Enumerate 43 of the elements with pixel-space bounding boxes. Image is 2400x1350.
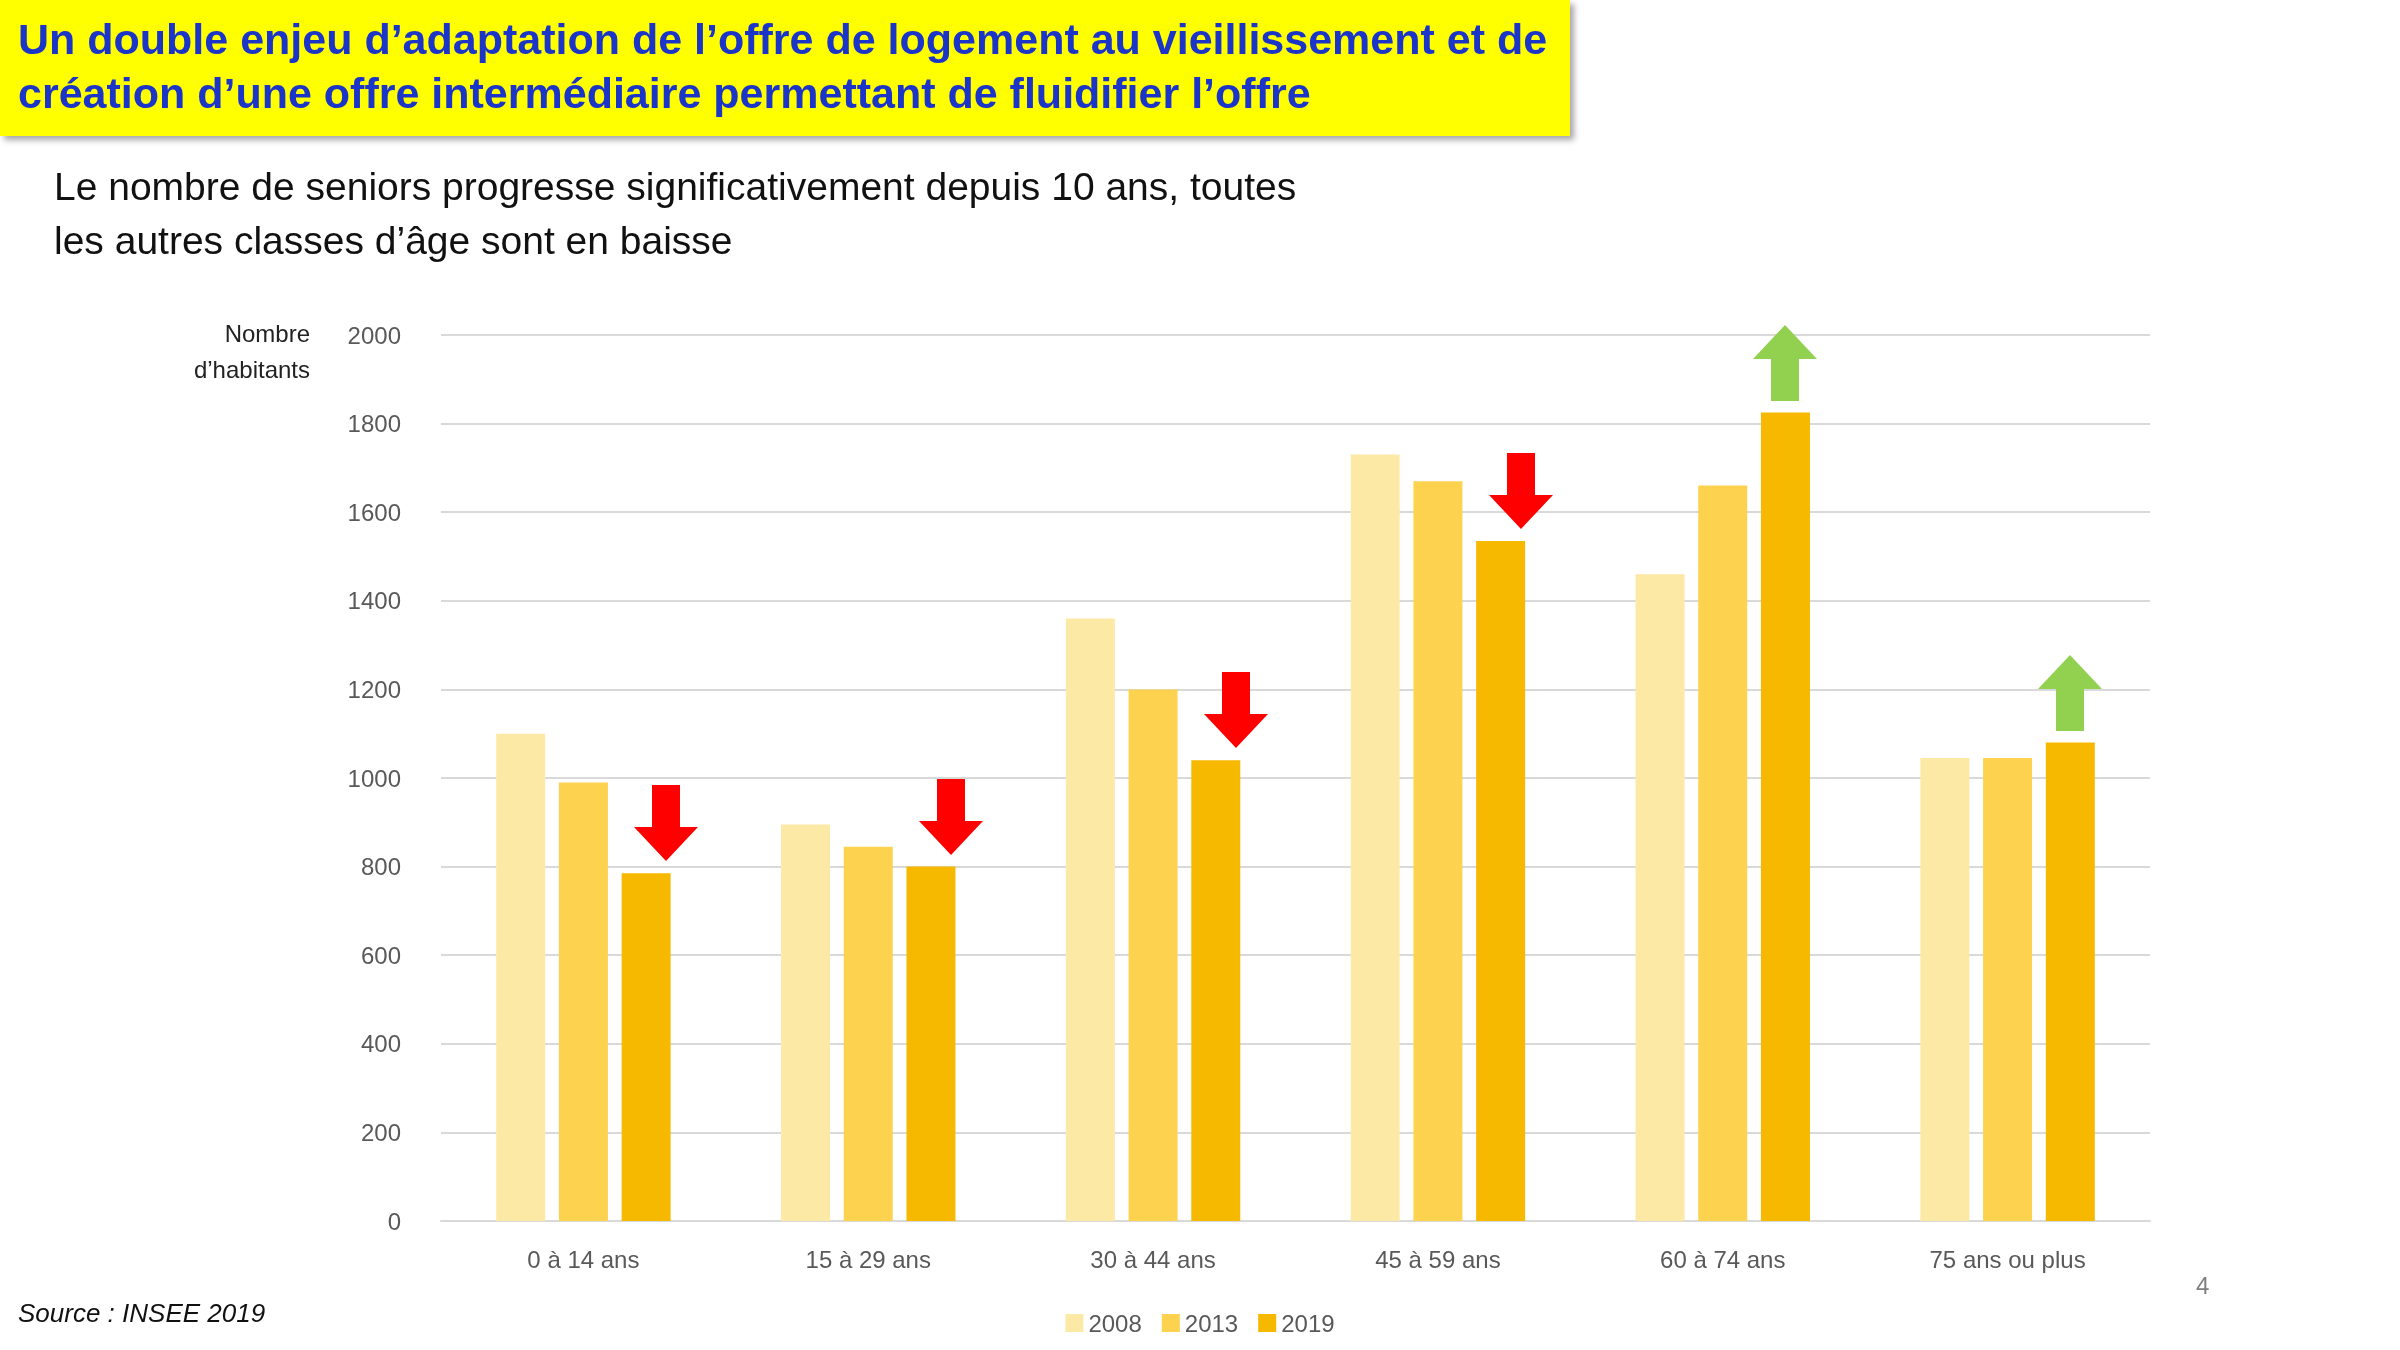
y-tick-label: 200	[360, 1118, 401, 1146]
bar	[1413, 481, 1463, 1221]
bar	[781, 824, 831, 1221]
bar	[1760, 412, 1810, 1221]
x-tick-label: 75 ans ou plus	[1929, 1245, 2086, 1273]
x-tick-label: 60 à 74 ans	[1660, 1245, 1786, 1273]
y-tick-label: 1000	[347, 764, 401, 792]
y-tick-label: 400	[360, 1030, 401, 1058]
bar	[1635, 574, 1685, 1221]
y-tick-label: 1400	[347, 587, 401, 615]
y-tick-label: 800	[360, 853, 401, 881]
bar	[1128, 689, 1178, 1221]
text: 4	[2196, 1272, 2210, 1300]
y-tick-label: 1600	[347, 498, 401, 526]
bar	[906, 866, 956, 1221]
bar	[558, 782, 608, 1221]
bar	[1191, 760, 1241, 1221]
y-tick-label: 1200	[347, 675, 401, 703]
bar	[1065, 618, 1115, 1221]
legend-label: 2013	[1184, 1309, 1239, 1337]
legend-label: 2019	[1281, 1309, 1335, 1337]
y-axis-title: Nombre d’habitants	[192, 319, 310, 385]
bar	[1476, 541, 1526, 1221]
x-tick-label: 30 à 44 ans	[1090, 1245, 1216, 1273]
bar	[1983, 758, 2033, 1221]
y-tick-label: 2000	[347, 321, 401, 349]
bar	[1698, 485, 1748, 1221]
source-note: Source : INSEE 2019	[18, 1298, 266, 1329]
x-tick-label: 0 à 14 ans	[527, 1245, 640, 1273]
bar	[2045, 742, 2095, 1221]
y-tick-label: 600	[360, 941, 401, 969]
bar	[1920, 758, 1970, 1221]
y-tick-label: 1800	[347, 410, 401, 438]
y-tick-label: 0	[387, 1207, 401, 1235]
bar	[621, 873, 671, 1221]
bar	[843, 846, 893, 1221]
chart-title: Un double enjeu d’adaptation de l’offre de logement au vieillissement et de création d’une offre intermédiaire permettant de fluidifier l’offre	[0, 0, 1570, 136]
bar	[1350, 454, 1400, 1221]
chart-subtitle: Le nombre de seniors progresse significativement depuis 10 ans, toutes les autres classes d’âge sont en baisse	[54, 164, 1298, 264]
x-tick-label: 45 à 59 ans	[1375, 1245, 1501, 1273]
legend-label: 2008	[1088, 1309, 1142, 1337]
bar	[496, 733, 546, 1221]
x-tick-label: 15 à 29 ans	[805, 1245, 931, 1273]
